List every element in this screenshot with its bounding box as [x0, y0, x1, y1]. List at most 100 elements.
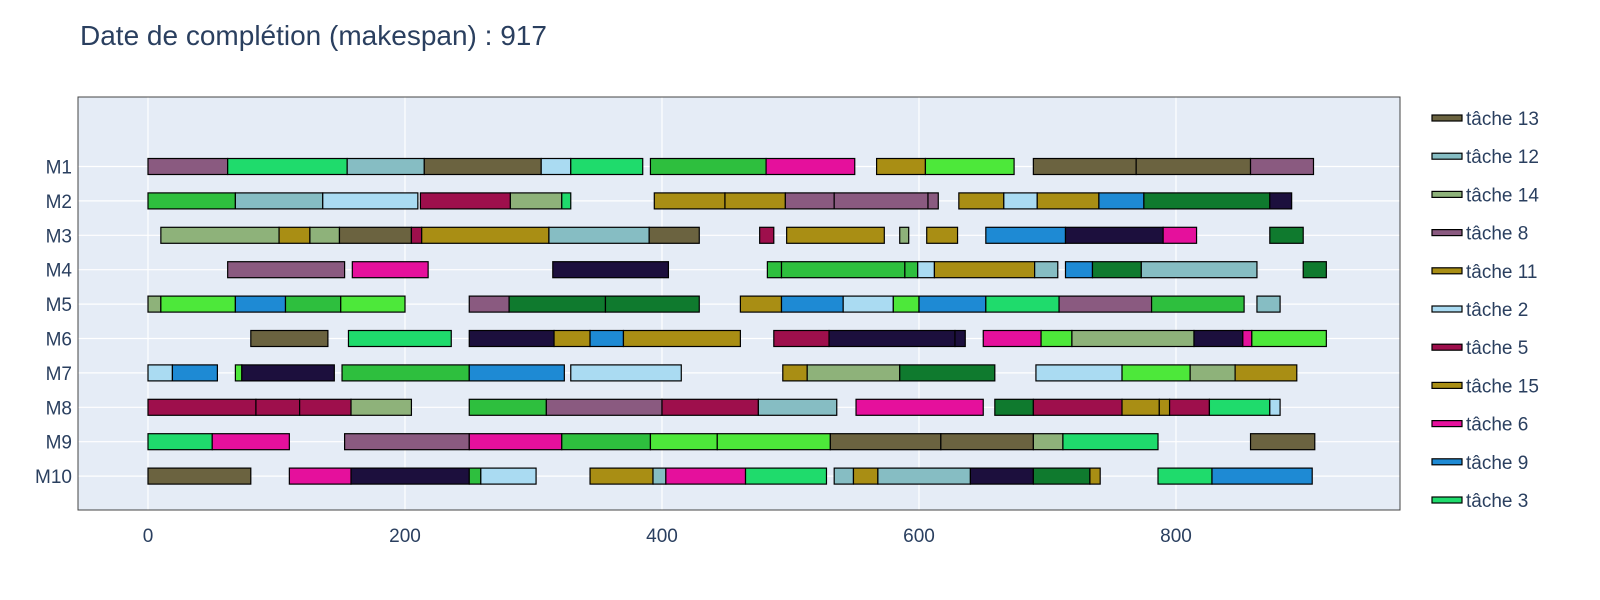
task-bar[interactable]: [1091, 261, 1142, 279]
task-bar[interactable]: [1256, 295, 1281, 313]
task-bar[interactable]: [346, 157, 425, 176]
task-bar[interactable]: [278, 226, 311, 244]
task-bar[interactable]: [1032, 157, 1137, 176]
task-bar[interactable]: [828, 329, 956, 348]
task-bar[interactable]: [765, 157, 856, 176]
task-bar[interactable]: [508, 295, 607, 313]
task-bar[interactable]: [899, 364, 996, 382]
task-bar[interactable]: [958, 192, 1005, 210]
task-bar[interactable]: [1071, 329, 1195, 348]
task-bar[interactable]: [1089, 467, 1101, 485]
task-bar[interactable]: [649, 157, 767, 176]
task-bar[interactable]: [147, 433, 213, 451]
task-bar[interactable]: [147, 467, 252, 485]
task-bar[interactable]: [649, 433, 718, 451]
task-bar[interactable]: [250, 329, 329, 348]
task-bar[interactable]: [985, 295, 1060, 313]
task-bar[interactable]: [241, 364, 335, 382]
task-bar[interactable]: [589, 329, 625, 348]
task-bar[interactable]: [1032, 398, 1123, 416]
task-bar[interactable]: [299, 398, 352, 416]
task-bar[interactable]: [842, 295, 894, 313]
task-bar[interactable]: [147, 398, 257, 416]
task-bar[interactable]: [933, 261, 1036, 279]
task-bar[interactable]: [288, 467, 352, 485]
task-bar[interactable]: [1249, 433, 1316, 451]
task-bar[interactable]: [1034, 261, 1059, 279]
task-bar[interactable]: [234, 192, 324, 210]
task-bar[interactable]: [1249, 157, 1315, 176]
task-bar[interactable]: [780, 261, 906, 279]
task-bar[interactable]: [1269, 192, 1293, 210]
task-bar[interactable]: [784, 192, 835, 210]
task-bar[interactable]: [924, 157, 1015, 176]
legend-item[interactable]: tâche 15: [1431, 376, 1539, 397]
task-bar[interactable]: [227, 261, 346, 279]
task-bar[interactable]: [309, 226, 341, 244]
task-bar[interactable]: [421, 226, 550, 244]
task-bar[interactable]: [648, 226, 700, 244]
task-bar[interactable]: [1162, 226, 1198, 244]
task-bar[interactable]: [344, 433, 470, 451]
task-bar[interactable]: [918, 295, 987, 313]
task-bar[interactable]: [622, 329, 741, 348]
task-bar[interactable]: [1036, 192, 1100, 210]
task-bar[interactable]: [806, 364, 901, 382]
task-bar[interactable]: [1032, 467, 1091, 485]
task-bar[interactable]: [347, 329, 452, 348]
task-bar[interactable]: [927, 192, 939, 210]
task-bar[interactable]: [1269, 398, 1281, 416]
task-bar[interactable]: [1251, 329, 1327, 348]
task-bar[interactable]: [553, 329, 591, 348]
task-bar[interactable]: [954, 329, 966, 348]
task-bar[interactable]: [341, 364, 470, 382]
task-bar[interactable]: [147, 157, 229, 176]
task-bar[interactable]: [234, 295, 287, 313]
task-bar[interactable]: [1234, 364, 1298, 382]
task-bar[interactable]: [351, 261, 429, 279]
task-bar[interactable]: [766, 261, 783, 279]
task-bar[interactable]: [322, 192, 419, 210]
task-bar[interactable]: [284, 295, 342, 313]
task-bar[interactable]: [661, 398, 759, 416]
task-bar[interactable]: [160, 226, 280, 244]
task-bar[interactable]: [561, 433, 652, 451]
task-bar[interactable]: [1143, 192, 1271, 210]
task-bar[interactable]: [875, 157, 927, 176]
task-bar[interactable]: [917, 261, 936, 279]
task-bar[interactable]: [744, 467, 828, 485]
legend-item[interactable]: tâche 3: [1431, 491, 1528, 512]
task-bar[interactable]: [545, 398, 663, 416]
legend-item[interactable]: tâche 6: [1431, 415, 1528, 436]
task-bar[interactable]: [899, 226, 910, 244]
legend-item[interactable]: tâche 2: [1431, 300, 1528, 321]
task-bar[interactable]: [570, 364, 682, 382]
task-bar[interactable]: [1242, 329, 1253, 348]
task-bar[interactable]: [780, 295, 844, 313]
task-bar[interactable]: [833, 192, 929, 210]
task-bar[interactable]: [1098, 192, 1145, 210]
legend-item[interactable]: tâche 13: [1431, 109, 1539, 130]
task-bar[interactable]: [171, 364, 218, 382]
task-bar[interactable]: [147, 192, 236, 210]
task-bar[interactable]: [982, 329, 1042, 348]
task-bar[interactable]: [1189, 364, 1236, 382]
task-bar[interactable]: [509, 192, 563, 210]
legend-item[interactable]: tâche 14: [1431, 185, 1539, 206]
task-bar[interactable]: [985, 226, 1067, 244]
task-bar[interactable]: [1302, 261, 1327, 279]
task-bar[interactable]: [652, 467, 667, 485]
task-bar[interactable]: [1003, 192, 1038, 210]
task-bar[interactable]: [782, 364, 808, 382]
task-bar[interactable]: [1140, 261, 1258, 279]
legend-item[interactable]: tâche 9: [1431, 453, 1528, 474]
task-bar[interactable]: [1040, 329, 1073, 348]
task-bar[interactable]: [940, 433, 1034, 451]
task-bar[interactable]: [855, 398, 984, 416]
task-bar[interactable]: [1062, 433, 1159, 451]
legend-item[interactable]: tâche 5: [1431, 338, 1528, 359]
task-bar[interactable]: [570, 157, 644, 176]
task-bar[interactable]: [338, 226, 413, 244]
task-bar[interactable]: [1121, 398, 1160, 416]
task-bar[interactable]: [255, 398, 301, 416]
